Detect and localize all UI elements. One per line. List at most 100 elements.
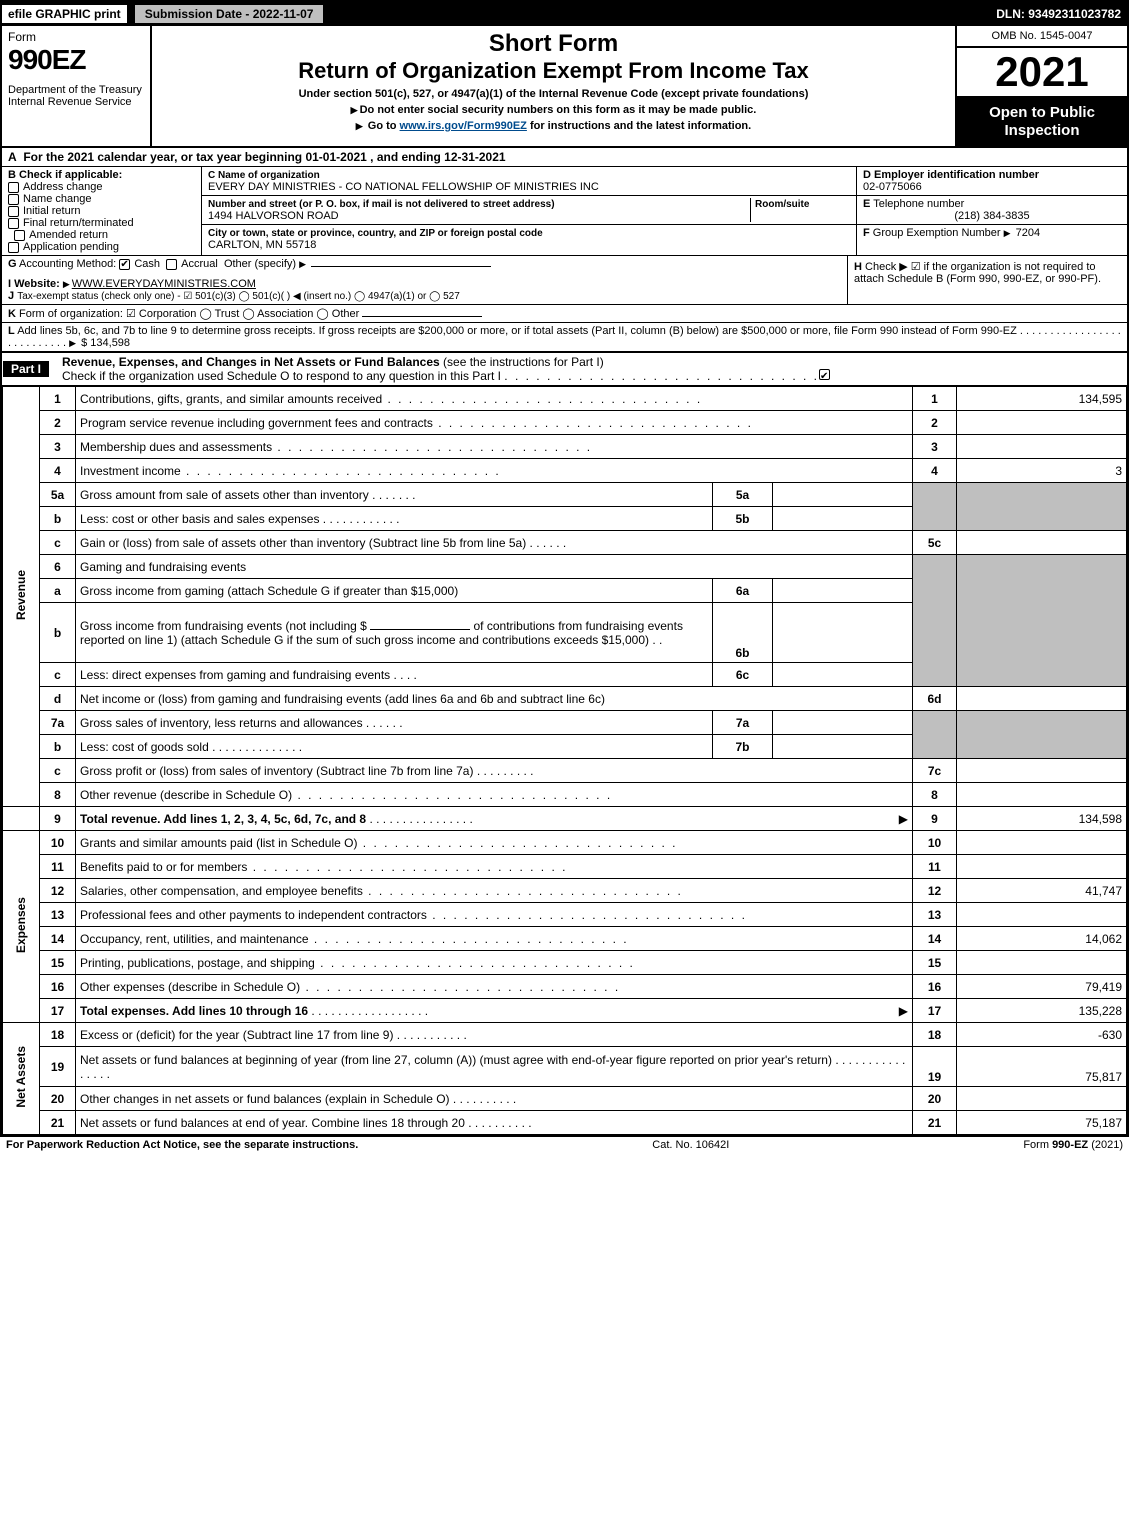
line8-lbl: 8 bbox=[913, 783, 957, 807]
line7c-desc: Gross profit or (loss) from sales of inv… bbox=[80, 764, 473, 778]
line11-amt bbox=[957, 855, 1127, 879]
line17-lbl: 17 bbox=[913, 999, 957, 1023]
line5b-val bbox=[773, 507, 913, 531]
section-a: A For the 2021 calendar year, or tax yea… bbox=[2, 148, 1127, 167]
line4-lbl: 4 bbox=[913, 459, 957, 483]
org-address: 1494 HALVORSON ROAD bbox=[208, 210, 339, 222]
g-accrual: Accrual bbox=[181, 258, 218, 270]
line2-amt bbox=[957, 411, 1127, 435]
checkbox-name[interactable] bbox=[8, 194, 19, 205]
line6d-lbl: 6d bbox=[913, 687, 957, 711]
footer-catno: Cat. No. 10642I bbox=[652, 1139, 729, 1151]
line11-desc: Benefits paid to or for members bbox=[80, 860, 247, 874]
line16-lbl: 16 bbox=[913, 975, 957, 999]
line5b-sub: 5b bbox=[713, 507, 773, 531]
line6d-amt bbox=[957, 687, 1127, 711]
checkbox-accrual[interactable] bbox=[166, 259, 177, 270]
line12-desc: Salaries, other compensation, and employ… bbox=[80, 884, 363, 898]
g-cash: Cash bbox=[134, 258, 160, 270]
line3-amt bbox=[957, 435, 1127, 459]
line19-lbl: 19 bbox=[913, 1047, 957, 1087]
b-amended: Amended return bbox=[29, 229, 108, 241]
letter-b: B bbox=[8, 169, 16, 181]
ssn-warning: Do not enter social security numbers on … bbox=[160, 104, 947, 116]
i-label: Website: bbox=[14, 278, 60, 290]
line15-amt bbox=[957, 951, 1127, 975]
line5c-amt bbox=[957, 531, 1127, 555]
line7b-desc: Less: cost of goods sold bbox=[80, 740, 209, 754]
line1-desc: Contributions, gifts, grants, and simila… bbox=[80, 392, 382, 406]
line7a-sub: 7a bbox=[713, 711, 773, 735]
ein-lbl: Employer identification number bbox=[874, 169, 1039, 181]
short-form-title: Short Form bbox=[160, 30, 947, 58]
line12-lbl: 12 bbox=[913, 879, 957, 903]
checkbox-cash[interactable] bbox=[119, 259, 130, 270]
form-word: Form bbox=[8, 30, 144, 44]
line3-desc: Membership dues and assessments bbox=[80, 440, 272, 454]
line21-lbl: 21 bbox=[913, 1111, 957, 1135]
b-address-change: Address change bbox=[23, 181, 103, 193]
page-footer: For Paperwork Reduction Act Notice, see … bbox=[0, 1137, 1129, 1153]
line2-desc: Program service revenue including govern… bbox=[80, 416, 433, 430]
line1-amt: 134,595 bbox=[957, 387, 1127, 411]
org-name: EVERY DAY MINISTRIES - CO NATIONAL FELLO… bbox=[208, 181, 599, 193]
line18-lbl: 18 bbox=[913, 1023, 957, 1047]
line5c-lbl: 5c bbox=[913, 531, 957, 555]
line6c-val bbox=[773, 663, 913, 687]
b-label: Check if applicable: bbox=[19, 169, 122, 181]
section-k: K Form of organization: ☑ Corporation ◯ … bbox=[2, 305, 1127, 323]
grp-num: 7204 bbox=[1016, 227, 1040, 239]
line6b-val bbox=[773, 603, 913, 663]
line6b-desc1: Gross income from fundraising events (no… bbox=[80, 619, 367, 633]
line5a-sub: 5a bbox=[713, 483, 773, 507]
room-lbl: Room/suite bbox=[755, 199, 809, 210]
ein: 02-0775066 bbox=[863, 181, 922, 193]
checkbox-address[interactable] bbox=[8, 182, 19, 193]
line15-desc: Printing, publications, postage, and shi… bbox=[80, 956, 315, 970]
omb-number: OMB No. 1545-0047 bbox=[957, 26, 1127, 48]
line4-amt: 3 bbox=[957, 459, 1127, 483]
telephone: (218) 384-3835 bbox=[863, 210, 1121, 222]
topbar: efile GRAPHIC print Submission Date - 20… bbox=[2, 2, 1127, 26]
section-h: H Check ▶ ☑ if the organization is not r… bbox=[847, 256, 1127, 304]
line14-amt: 14,062 bbox=[957, 927, 1127, 951]
h-text: Check ▶ ☑ if the organization is not req… bbox=[854, 261, 1101, 285]
submission-date: Submission Date - 2022-11-07 bbox=[133, 3, 326, 25]
checkbox-pending[interactable] bbox=[8, 242, 19, 253]
line10-desc: Grants and similar amounts paid (list in… bbox=[80, 836, 357, 850]
line6c-desc: Less: direct expenses from gaming and fu… bbox=[80, 668, 390, 682]
line17-desc: Total expenses. Add lines 10 through 16 bbox=[80, 1004, 308, 1018]
checkbox-final[interactable] bbox=[8, 218, 19, 229]
checkbox-initial[interactable] bbox=[8, 206, 19, 217]
letter-k: K bbox=[8, 308, 16, 320]
b-name-change: Name change bbox=[23, 193, 92, 205]
checkbox-amended[interactable] bbox=[14, 230, 25, 241]
c-addr-lbl: Number and street (or P. O. box, if mail… bbox=[208, 199, 555, 210]
irs-link[interactable]: www.irs.gov/Form990EZ bbox=[400, 120, 527, 132]
line8-amt bbox=[957, 783, 1127, 807]
efile-label: efile GRAPHIC print bbox=[2, 5, 129, 23]
tax-year: 2021 bbox=[957, 48, 1127, 98]
part1-note: (see the instructions for Part I) bbox=[443, 355, 604, 369]
checkbox-schedule-o[interactable] bbox=[819, 369, 830, 380]
footer-right: Form 990-EZ (2021) bbox=[1023, 1139, 1123, 1151]
side-netassets: Net Assets bbox=[14, 1046, 28, 1108]
line13-lbl: 13 bbox=[913, 903, 957, 927]
other-specify-line bbox=[311, 266, 491, 267]
line21-desc: Net assets or fund balances at end of ye… bbox=[80, 1116, 465, 1130]
dept-treasury: Department of the Treasury Internal Reve… bbox=[8, 84, 144, 108]
letter-l: L bbox=[8, 325, 15, 337]
g-other: Other (specify) bbox=[224, 258, 296, 270]
line3-lbl: 3 bbox=[913, 435, 957, 459]
line9-amt: 134,598 bbox=[957, 807, 1127, 831]
l-text: Add lines 5b, 6c, and 7b to line 9 to de… bbox=[17, 325, 1017, 337]
line20-desc: Other changes in net assets or fund bala… bbox=[80, 1092, 450, 1106]
open-to-public: Open to Public Inspection bbox=[957, 98, 1127, 146]
part1-check: Check if the organization used Schedule … bbox=[62, 369, 501, 383]
goto-row: Go to www.irs.gov/Form990EZ for instruct… bbox=[160, 120, 947, 132]
line21-amt: 75,187 bbox=[957, 1111, 1127, 1135]
form-header: Form 990EZ Department of the Treasury In… bbox=[2, 26, 1127, 148]
line6-desc: Gaming and fundraising events bbox=[80, 560, 246, 574]
website: WWW.EVERYDAYMINISTRIES.COM bbox=[72, 278, 256, 290]
b-final: Final return/terminated bbox=[23, 217, 134, 229]
